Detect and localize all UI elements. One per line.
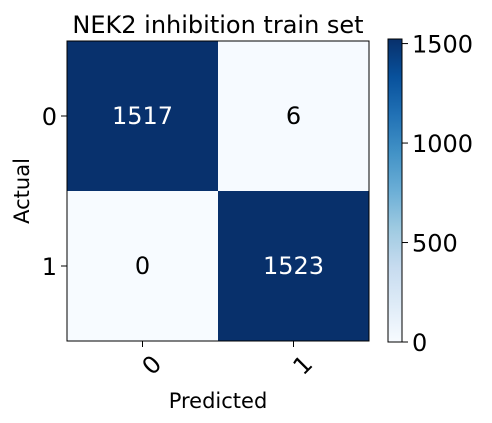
colorbar-tick-label: 1500 — [412, 31, 473, 59]
colorbar-tick-label: 1000 — [412, 130, 473, 158]
y-tick-label: 0 — [42, 103, 57, 131]
x-axis-label: Predicted — [169, 389, 268, 413]
x-tick-label: 0 — [137, 350, 168, 381]
heatmap-cell — [67, 191, 218, 341]
cell-value-label: 0 — [135, 252, 150, 280]
colorbar-ticks: 0 500 1000 1500 — [402, 31, 473, 357]
y-tick-label: 1 — [42, 253, 57, 281]
heatmap-cells: 1517 6 0 1523 — [67, 41, 369, 341]
y-axis-label: Actual — [10, 158, 34, 224]
colorbar — [387, 38, 403, 343]
heatmap-cell — [67, 41, 218, 191]
heatmap-cell — [218, 41, 369, 191]
chart-title: NEK2 inhibition train set — [72, 11, 363, 39]
colorbar-tick-label: 500 — [412, 230, 458, 258]
plot-frame — [66, 40, 370, 342]
cell-value-label: 1517 — [112, 102, 173, 130]
colorbar-tick-label: 0 — [412, 329, 427, 357]
y-axis-ticks: 01 — [42, 103, 67, 281]
cell-value-label: 6 — [286, 102, 301, 130]
heatmap-cell — [218, 191, 369, 341]
x-tick-label: 1 — [288, 350, 319, 381]
cell-value-label: 1523 — [263, 252, 324, 280]
